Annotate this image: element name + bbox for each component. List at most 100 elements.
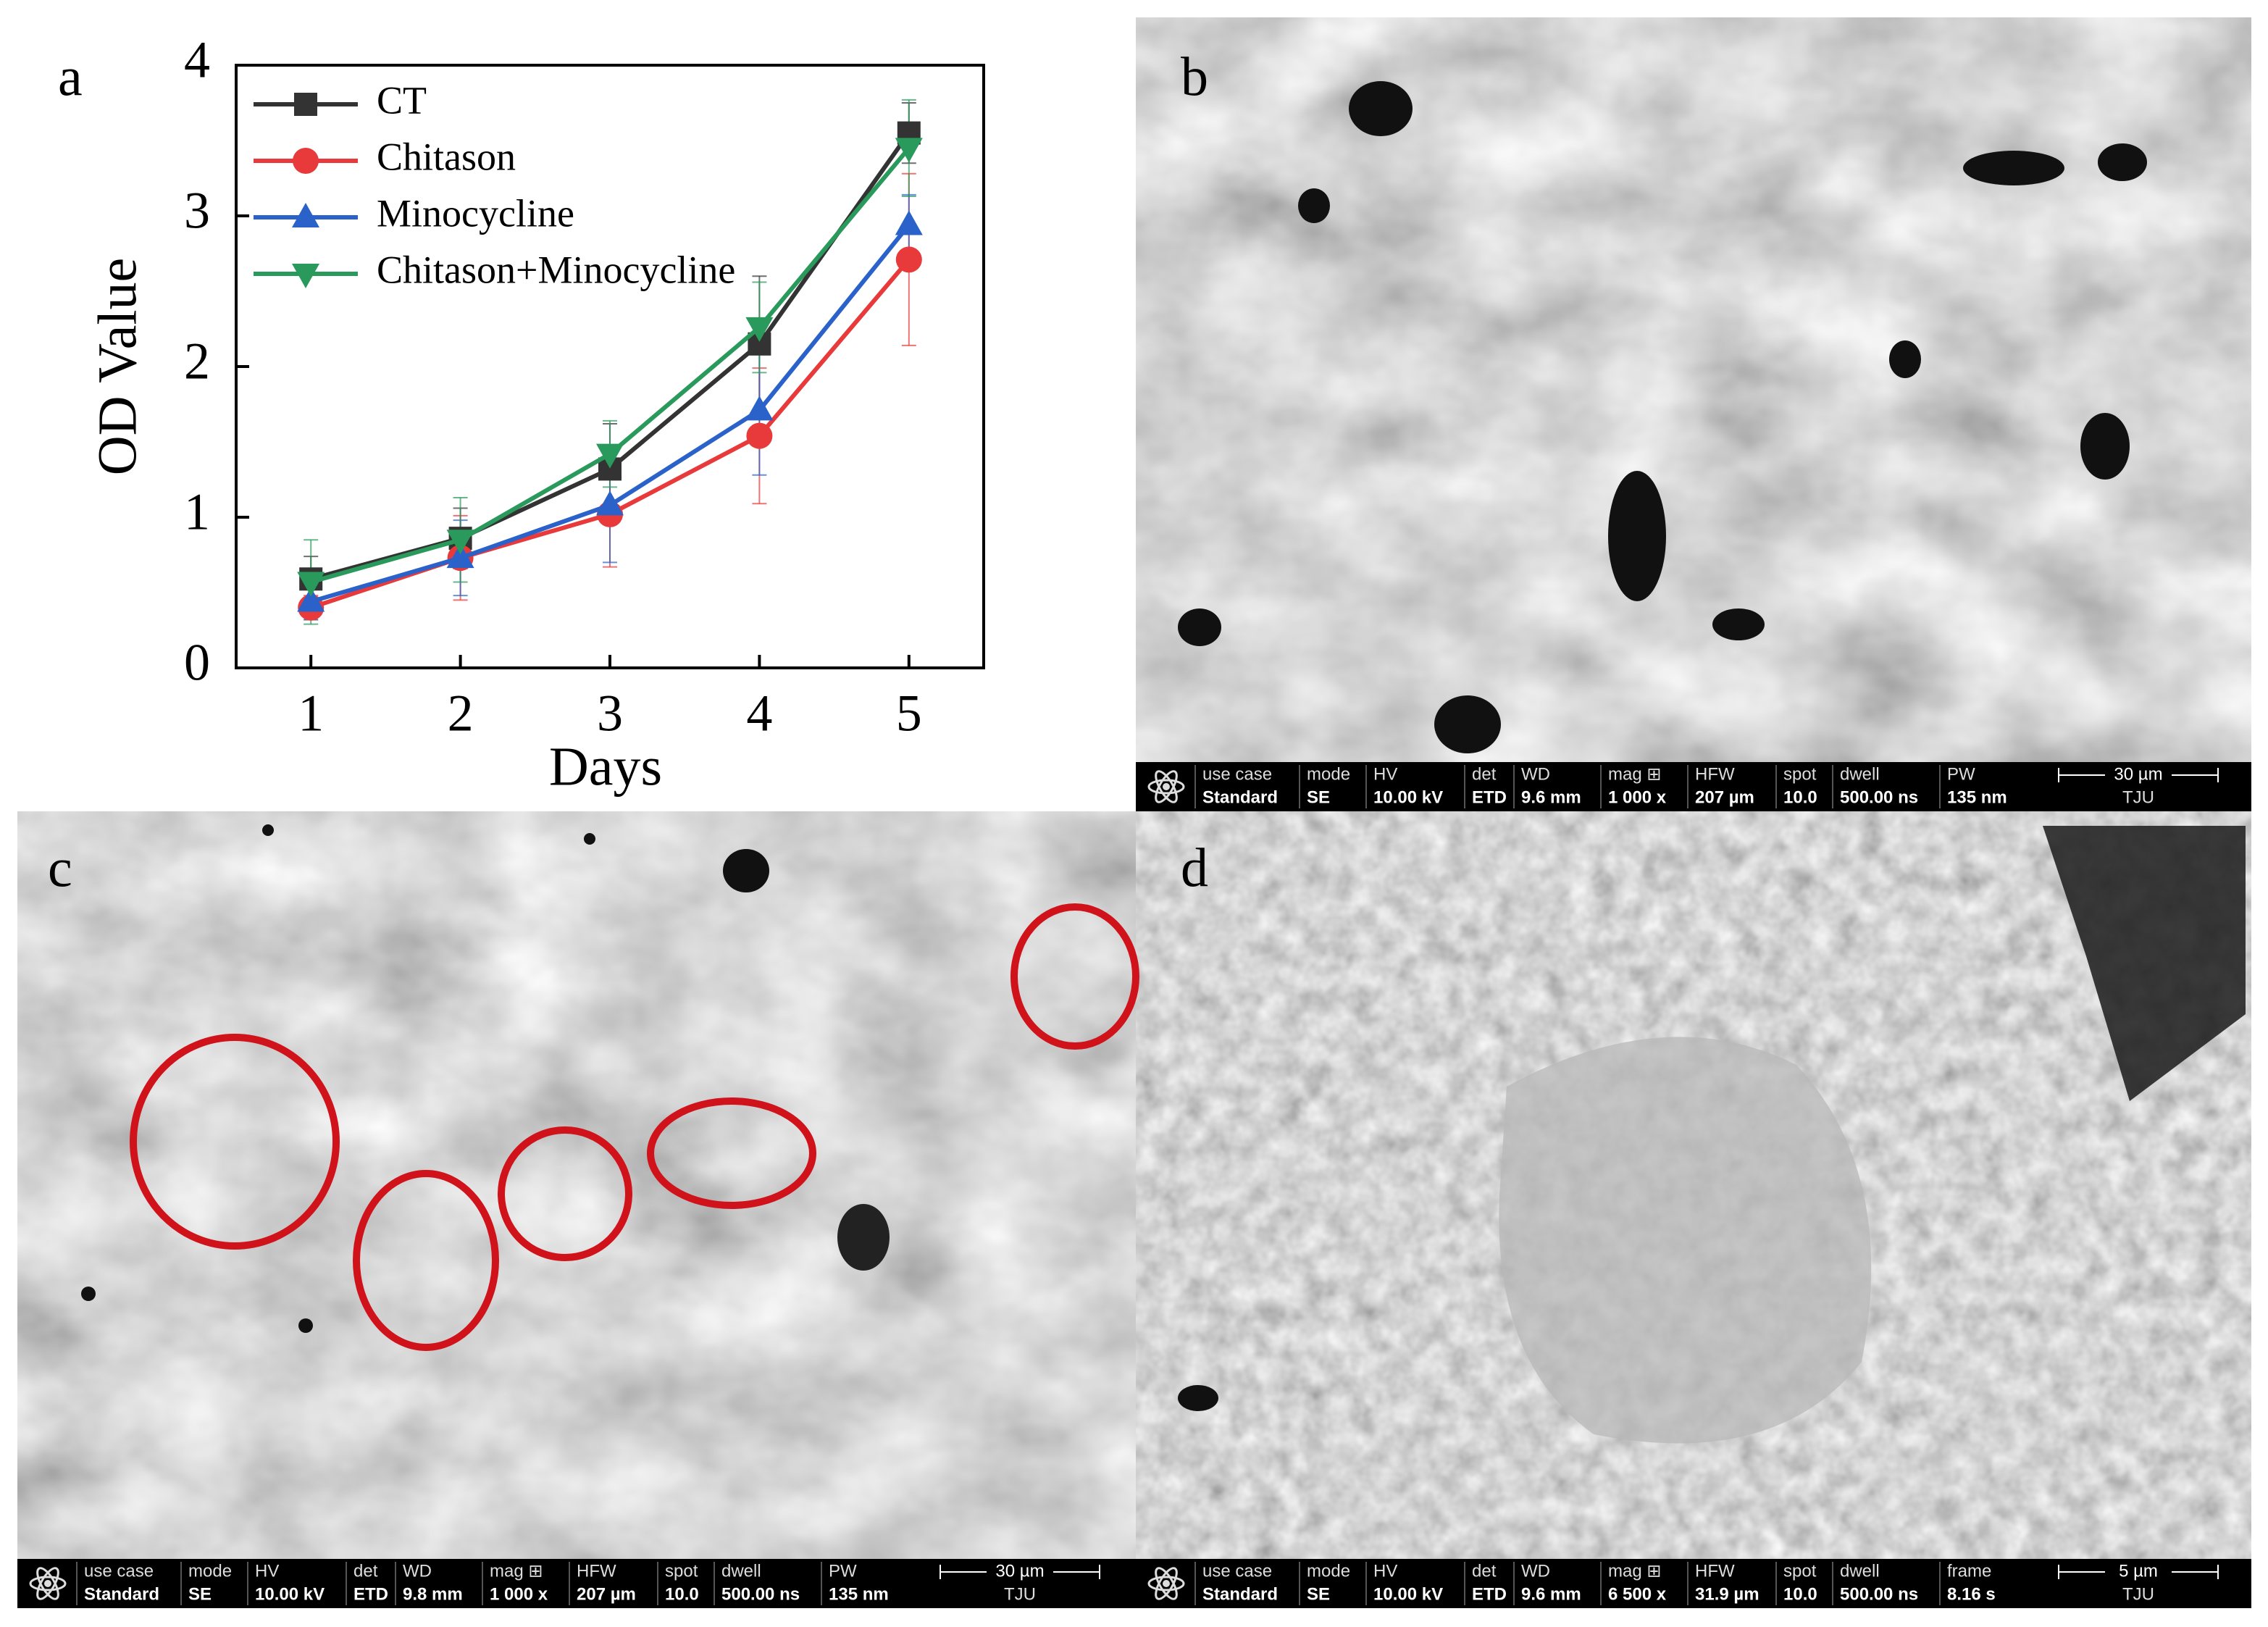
info-field-value: 500.00 ns [1840,1584,1918,1604]
info-field-value: 10.0 [1783,1584,1817,1604]
x-tick-label: 4 [746,685,772,743]
info-field-value: Standard [1202,1584,1278,1604]
marker [292,203,319,227]
panel-label: c [48,837,72,898]
info-field-value: 207 µm [1695,787,1754,807]
info-field-value: Standard [1202,787,1278,807]
info-bar [1136,1559,2251,1608]
legend-label: Chitason+Minocycline [377,248,735,291]
y-axis-label: OD Value [87,258,148,475]
info-field-name: mode [1307,764,1350,784]
legend-label: Minocycline [377,191,574,235]
info-field-value: 9.6 mm [1521,787,1581,807]
info-field-value: ETD [353,1584,388,1604]
info-field-name: HV [255,1561,279,1581]
y-tick-label: 3 [184,182,210,240]
info-field-name: HFW [1695,1561,1735,1581]
info-field-name: dwell [721,1561,761,1581]
x-tick-label: 3 [597,685,623,743]
info-icon [36,1567,59,1600]
info-field-value: 9.8 mm [403,1584,463,1604]
panel-label: b [1181,46,1208,107]
info-field-value: 10.00 kV [1373,1584,1443,1604]
annotation-circles [130,903,1139,1351]
info-icon [1163,783,1170,790]
info-icon [1155,770,1178,803]
info-icon [1147,1576,1185,1592]
info-field-value: ETD [1472,1584,1507,1604]
info-field-name: WD [1521,764,1550,784]
sem-image-b [1136,17,2251,762]
info-field-value: 9.6 mm [1521,1584,1581,1604]
marker [895,138,923,163]
info-field-value: 135 nm [1947,787,2007,807]
info-field-value: 31.9 µm [1695,1584,1759,1604]
marker [446,530,474,555]
info-icon [1155,770,1178,803]
info-field-value: 1 000 x [1608,787,1667,807]
info-field-name: det [1472,764,1497,784]
info-field-name: det [1472,1561,1497,1581]
info-field-name: dwell [1840,1561,1880,1581]
x-tick-label: 5 [896,685,922,743]
info-field-name: mag ⊞ [1608,764,1661,784]
marker [294,93,317,116]
y-tick-label: 0 [184,634,210,692]
panel-label: d [1181,837,1208,898]
y-tick-label: 1 [184,483,210,541]
info-field-name: PW [829,1561,857,1581]
info-field-name: frame [1947,1561,1991,1581]
sem-image-c [17,811,1136,1559]
y-tick-label: 2 [184,332,210,390]
info-field-name: PW [1947,764,1975,784]
info-field-value: 207 µm [577,1584,636,1604]
scale-label-bg [2105,1562,2172,1582]
marker [596,443,624,469]
marker [292,264,319,288]
marker [596,490,624,516]
sem-image-d [1136,811,2251,1559]
info-field-value: 10.0 [1783,787,1817,807]
info-field-name: use case [84,1561,154,1581]
info-field-name: WD [1521,1561,1550,1581]
info-icon [44,1580,51,1587]
marker [297,587,325,612]
info-bar [1136,762,2251,811]
scale-label: 5 µm [2119,1561,2158,1581]
marker [745,317,774,342]
panel-label: a [58,46,83,107]
info-field-name: spot [1783,1561,1817,1581]
info-field-name: mag ⊞ [1608,1561,1661,1581]
y-tick-label: 4 [184,31,210,89]
info-field-value: 8.16 s [1947,1584,1996,1604]
marker [745,396,774,421]
plot-frame [235,64,985,669]
scale-label-bg [987,1562,1053,1582]
info-field-name: det [353,1561,378,1581]
info-icon [1155,1567,1178,1600]
marker [895,246,922,273]
info-field-name: HV [1373,764,1397,784]
legend-label: CT [377,78,427,122]
info-field-name: use case [1202,1561,1272,1581]
info-field-value: ETD [1472,787,1507,807]
x-tick-label: 1 [298,685,324,743]
info-bar [17,1559,1136,1608]
info-icon [36,1567,59,1600]
info-field-name: mode [1307,1561,1350,1581]
info-tag: TJU [2122,1584,2154,1604]
info-field-value: SE [1307,787,1330,807]
info-field-value: 500.00 ns [721,1584,800,1604]
info-field-value: 10.00 kV [1373,787,1443,807]
x-axis-label: Days [549,736,662,797]
info-field-value: Standard [84,1584,159,1604]
marker [446,543,474,569]
info-icon [1155,1567,1178,1600]
info-field-value: 10.00 kV [255,1584,325,1604]
marker [746,422,773,449]
info-field-value: SE [1307,1584,1330,1604]
info-tag: TJU [2122,787,2154,807]
info-field-name: HFW [577,1561,616,1581]
info-field-name: spot [1783,764,1817,784]
marker [297,572,325,597]
